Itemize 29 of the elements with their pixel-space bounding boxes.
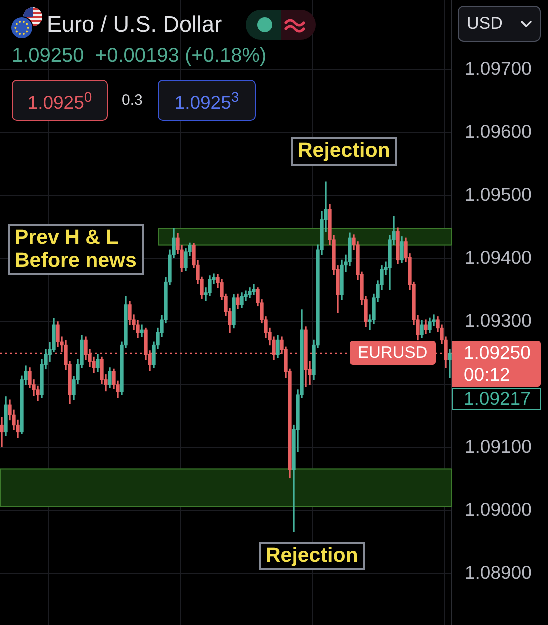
y-tick-label: 1.09500 [465,184,532,206]
candlestick [448,349,452,378]
band-label: Prev H & L Before news [15,226,137,272]
annotation: 1.0925$^{3}$ [174,89,240,114]
label-box: Prev H & L Before news [8,224,144,276]
annotation: Rejection [298,139,390,163]
y-tick-label: 1.09300 [465,310,532,332]
price-tag: 1.09217 [452,388,541,410]
y-tick-label: 1.09700 [465,58,532,80]
candlestick [252,284,256,296]
currency-dropdown: USD [458,6,541,42]
sell-price-box: 1.0925$^{0}$ [12,80,108,121]
y-tick-label: 1.09000 [465,499,532,520]
y-tick-label: 1.09400 [465,247,532,268]
label-tag: EURUSD [350,341,436,366]
annotation: 0.3 [122,92,143,110]
text: 1.09250 +0.00193 (+0.18%) [12,45,267,68]
candlestick [140,324,144,338]
annotation: 1.0925$^{0}$ [26,89,94,114]
buy-price-box: 1.0925$^{3}$ [158,80,256,121]
label-box: Rejection [259,542,366,570]
label-box: Rejection [291,137,398,166]
annotation: Rejection [266,544,358,568]
price-tag: 1.09250 00:12 [452,341,541,388]
text: Euro / U.S. Dollar [47,12,222,38]
ref-line-label: EURUSD [358,343,428,364]
y-tick-label: 1.08900 [465,562,532,584]
y-tick-label: 1.09600 [465,121,532,142]
y-tick-label: 1.09100 [465,436,532,458]
